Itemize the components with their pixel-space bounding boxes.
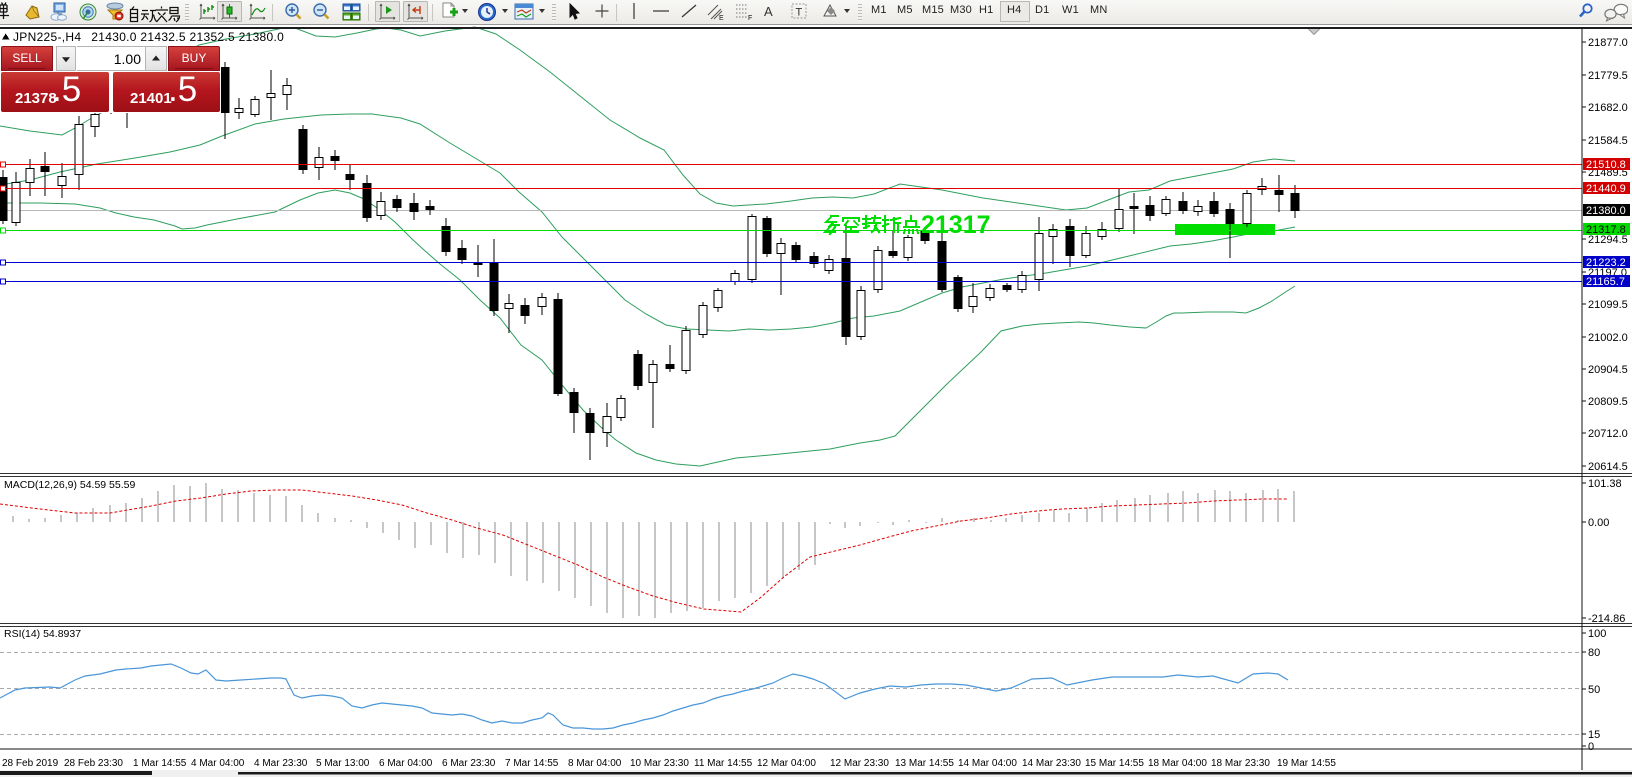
svg-text:4 Mar 04:00: 4 Mar 04:00 <box>191 758 245 769</box>
svg-text:8 Mar 04:00: 8 Mar 04:00 <box>568 758 622 769</box>
svg-text:14 Mar 23:30: 14 Mar 23:30 <box>1022 758 1081 769</box>
svg-text:21223.2: 21223.2 <box>1586 257 1626 269</box>
svg-text:15: 15 <box>1588 729 1600 741</box>
svg-text:21779.5: 21779.5 <box>1588 70 1628 82</box>
svg-text:101.38: 101.38 <box>1588 478 1622 490</box>
svg-text:21440.9: 21440.9 <box>1586 183 1626 195</box>
svg-text:100: 100 <box>1588 628 1606 640</box>
svg-text:10 Mar 23:30: 10 Mar 23:30 <box>630 758 689 769</box>
svg-text:80: 80 <box>1588 647 1600 659</box>
svg-text:JPN225-,H4 21430.0 21432.5 21: JPN225-,H4 21430.0 21432.5 21352.5 21380… <box>13 30 284 44</box>
svg-text:18 Mar 04:00: 18 Mar 04:00 <box>1148 758 1207 769</box>
svg-text:E: E <box>719 15 724 22</box>
svg-text:14 Mar 04:00: 14 Mar 04:00 <box>958 758 1017 769</box>
svg-text:19 Mar 14:55: 19 Mar 14:55 <box>1277 758 1336 769</box>
svg-text:0: 0 <box>1588 741 1594 753</box>
svg-text:6 Mar 04:00: 6 Mar 04:00 <box>379 758 433 769</box>
svg-text:12 Mar 04:00: 12 Mar 04:00 <box>757 758 816 769</box>
svg-text:21099.5: 21099.5 <box>1588 299 1628 311</box>
svg-text:21165.7: 21165.7 <box>1586 276 1625 288</box>
svg-text:4 Mar 23:30: 4 Mar 23:30 <box>254 758 308 769</box>
svg-text:T: T <box>796 7 803 19</box>
svg-text:20904.5: 20904.5 <box>1588 364 1628 376</box>
svg-text:20614.5: 20614.5 <box>1588 461 1628 473</box>
svg-text:12 Mar 23:30: 12 Mar 23:30 <box>830 758 889 769</box>
svg-text:21510.8: 21510.8 <box>1586 159 1626 171</box>
svg-text:F: F <box>748 15 752 22</box>
svg-text:0.00: 0.00 <box>1588 517 1609 529</box>
svg-text:13 Mar 14:55: 13 Mar 14:55 <box>895 758 954 769</box>
svg-text:11 Mar 14:55: 11 Mar 14:55 <box>694 758 753 769</box>
svg-text:28 Feb 23:30: 28 Feb 23:30 <box>64 758 123 769</box>
svg-text:21002.0: 21002.0 <box>1588 332 1628 344</box>
svg-text:21877.0: 21877.0 <box>1588 37 1628 49</box>
svg-text:-214.86: -214.86 <box>1588 613 1625 625</box>
svg-text:20809.5: 20809.5 <box>1588 396 1628 408</box>
svg-text:20712.0: 20712.0 <box>1588 428 1628 440</box>
svg-text:18 Mar 23:30: 18 Mar 23:30 <box>1211 758 1270 769</box>
svg-text:21380.0: 21380.0 <box>1586 205 1626 217</box>
svg-text:1 Mar 14:55: 1 Mar 14:55 <box>133 758 187 769</box>
svg-text:7 Mar 14:55: 7 Mar 14:55 <box>505 758 559 769</box>
svg-text:50: 50 <box>1588 684 1600 696</box>
svg-text:21584.5: 21584.5 <box>1588 135 1628 147</box>
svg-text:RSI(14) 54.8937: RSI(14) 54.8937 <box>4 628 81 640</box>
svg-text:15 Mar 14:55: 15 Mar 14:55 <box>1085 758 1144 769</box>
svg-text:21317.8: 21317.8 <box>1586 224 1626 236</box>
svg-text:28 Feb 2019: 28 Feb 2019 <box>2 758 59 769</box>
svg-text:5 Mar 13:00: 5 Mar 13:00 <box>316 758 370 769</box>
svg-text:21317: 21317 <box>921 211 991 239</box>
svg-text:21294.5: 21294.5 <box>1588 234 1628 246</box>
svg-text:21682.0: 21682.0 <box>1588 102 1628 114</box>
svg-text:6 Mar 23:30: 6 Mar 23:30 <box>442 758 496 769</box>
svg-text:MACD(12,26,9) 54.59 55.59: MACD(12,26,9) 54.59 55.59 <box>4 479 135 491</box>
